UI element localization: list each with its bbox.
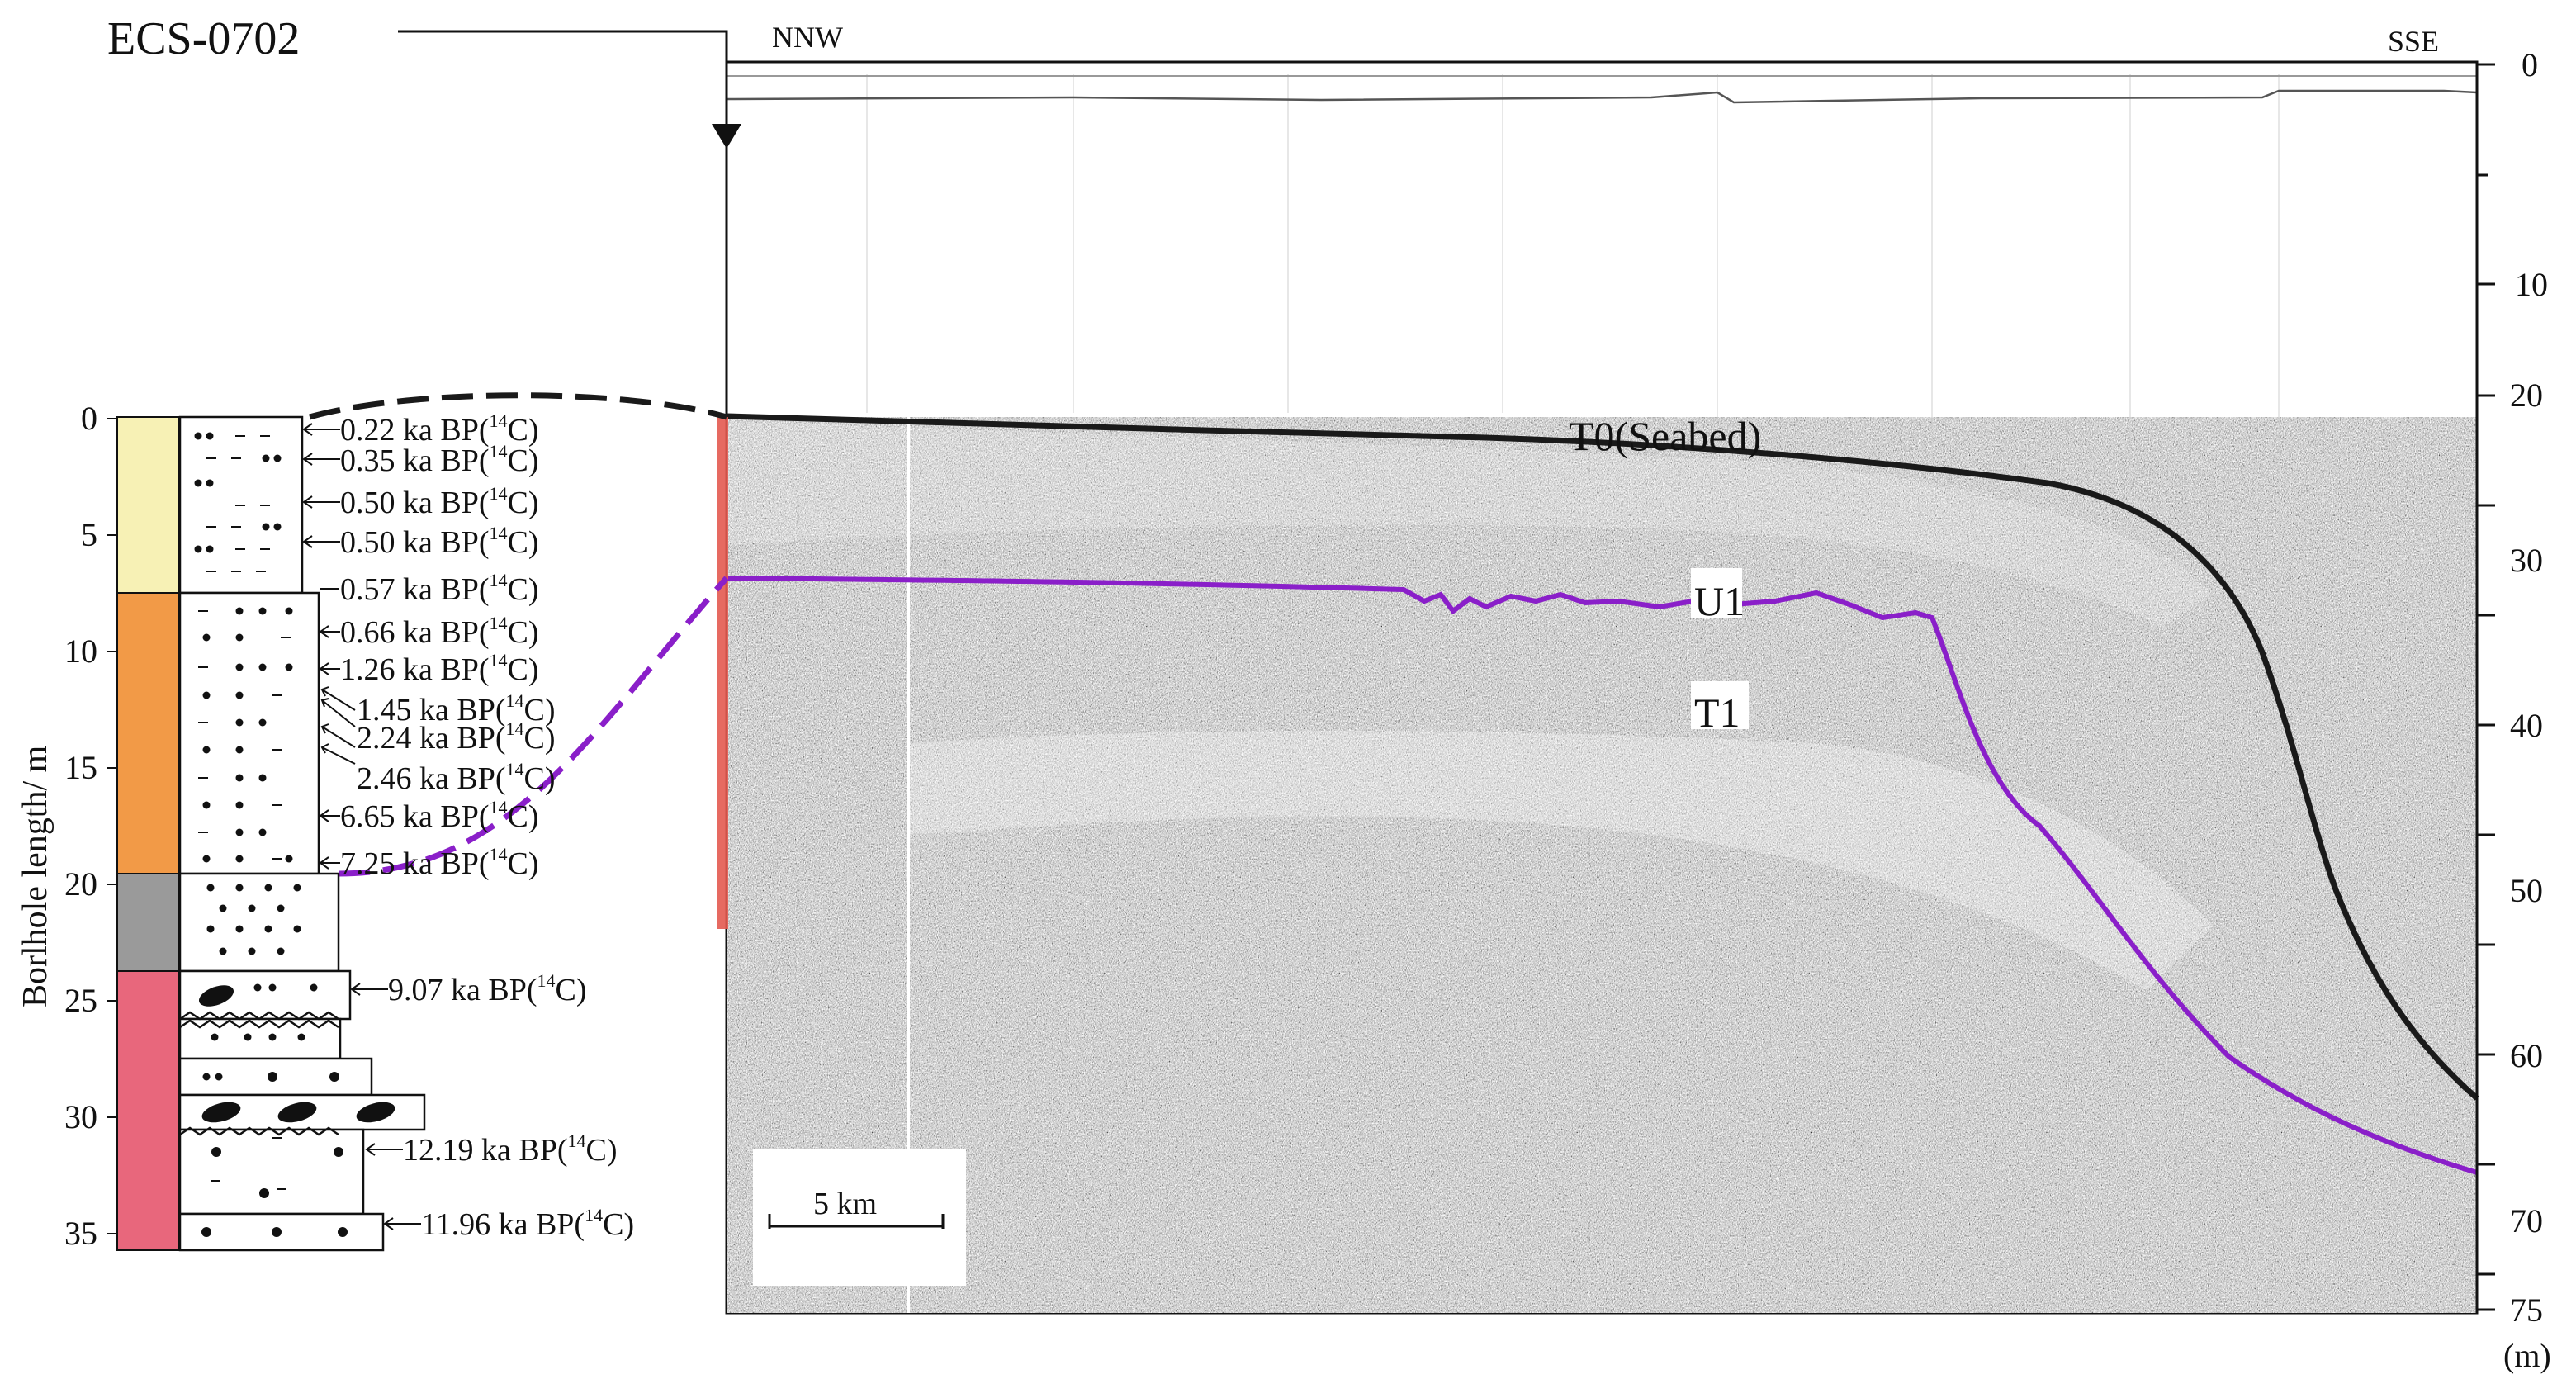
unit-u1-bands	[727, 421, 2213, 628]
horizon-t0-seabed	[726, 413, 2479, 1101]
date-label: 2.46 ka BP(14C)	[357, 759, 556, 796]
water-column-traces	[866, 74, 2280, 1313]
profile-depth-unit: (m)	[2503, 1337, 2551, 1374]
borehole-tick-0: 0	[81, 400, 97, 437]
date-label: 9.07 ka BP(14C)	[388, 970, 587, 1007]
lower-reflections	[908, 731, 2213, 991]
borehole-tick-35: 35	[64, 1215, 97, 1252]
borehole-location: ECS-0702	[107, 13, 741, 929]
date-label: 6.65 ka BP(14C)	[340, 797, 539, 834]
date-label: 0.50 ka BP(14C)	[340, 523, 539, 560]
correlation-line-t1	[338, 576, 729, 877]
borehole-axis-label: Borlhole length/ m	[17, 745, 54, 1007]
horizon-label-t0: T0(Seabed)	[1569, 413, 1761, 459]
profile-tick-30: 30	[2510, 542, 2543, 579]
correlation-line-t0	[309, 392, 727, 420]
borehole-tick-25: 25	[64, 982, 97, 1019]
t1-label-bg	[1691, 681, 1749, 729]
lithology-layer-8	[178, 1128, 365, 1216]
borehole-tick-15: 15	[64, 749, 97, 786]
date-label: 12.19 ka BP(14C)	[403, 1130, 618, 1168]
profile-tick-40: 40	[2510, 707, 2543, 744]
borehole-tick-10: 10	[64, 633, 97, 670]
date-label: 1.45 ka BP(14C)	[357, 690, 556, 727]
unit-color-2	[116, 592, 179, 874]
profile-depth-ticks	[2477, 63, 2495, 1311]
profile-tick-50: 50	[2510, 872, 2543, 909]
borehole-projection-bar	[717, 417, 728, 929]
profile-depth-axis: 0 10 20 30 40 50 60 70 75 (m)	[2475, 46, 2551, 1374]
profile-tick-60: 60	[2510, 1037, 2543, 1074]
date-label: 0.50 ka BP(14C)	[340, 483, 539, 520]
date-labels: 0.22 ka BP(14C) 0.35 ka BP(14C) 0.50 ka …	[340, 410, 634, 1242]
unit-label-u1: U1	[1694, 578, 1745, 624]
date-label: 0.35 ka BP(14C)	[340, 441, 539, 478]
direction-label-right: SSE	[2388, 25, 2439, 58]
unit-color-3	[116, 873, 179, 972]
lithology-patterns	[179, 432, 395, 1237]
horizon-t1	[726, 576, 2478, 1175]
date-arrows	[302, 423, 421, 1230]
profile-tick-75: 75	[2510, 1291, 2543, 1329]
profile-tick-10: 10	[2515, 266, 2548, 303]
profile-tick-20: 20	[2510, 377, 2543, 414]
date-label: 0.22 ka BP(14C)	[340, 410, 539, 448]
borehole-tick-5: 5	[81, 516, 97, 553]
borehole-id: ECS-0702	[107, 13, 300, 64]
borehole-tick-30: 30	[64, 1098, 97, 1135]
lithology-layer-3	[178, 872, 340, 973]
date-label: 7.25 ka BP(14C)	[340, 844, 539, 881]
borehole-tick-20: 20	[64, 865, 97, 903]
horizon-label-t1: T1	[1694, 690, 1740, 736]
scale-bar: 5 km	[753, 1149, 966, 1286]
date-label: 0.57 ka BP(14C)	[340, 570, 539, 607]
u1-label-bg	[1691, 568, 1742, 618]
date-label: 11.96 ka BP(14C)	[421, 1205, 634, 1242]
borehole-log: Borlhole length/ m 0 5 10 15 20 25 30 35	[17, 400, 634, 1252]
lithology-layer-2	[178, 591, 320, 875]
unit-color-4	[116, 970, 179, 1251]
direction-label-left: NNW	[772, 21, 843, 54]
date-label: 1.26 ka BP(14C)	[340, 650, 539, 687]
borehole-position-marker	[712, 124, 741, 149]
seismic-reflection-body	[727, 417, 2477, 1313]
profile-tick-0: 0	[2522, 46, 2538, 83]
unit-color-1	[116, 416, 179, 594]
seismic-profile: T0(Seabed) U1 T1 NNW SSE 5 km	[725, 21, 2551, 1374]
date-label: 2.24 ka BP(14C)	[357, 718, 556, 756]
profile-tick-70: 70	[2510, 1202, 2543, 1239]
scale-bar-label: 5 km	[813, 1187, 877, 1221]
sea-surface-trace	[727, 89, 2477, 104]
scale-bar-box	[753, 1149, 966, 1286]
lithology-column	[178, 415, 426, 1252]
date-label: 0.66 ka BP(14C)	[340, 613, 539, 650]
